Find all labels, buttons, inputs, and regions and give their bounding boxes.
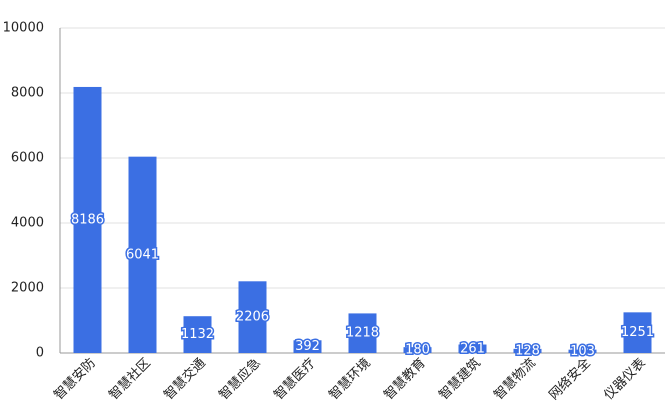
x-tick-label: 智慧教育 <box>381 355 429 403</box>
x-tick-label: 智慧环境 <box>326 355 374 403</box>
value-label: 6041 <box>126 247 159 262</box>
y-tick-label: 2000 <box>11 281 44 296</box>
bar <box>458 344 487 353</box>
x-tick-label: 智慧医疗 <box>271 355 319 403</box>
bar <box>183 316 212 353</box>
y-tick-label: 8000 <box>11 86 44 101</box>
bar <box>128 156 157 353</box>
bar <box>293 340 322 353</box>
value-label: 103 <box>570 344 595 359</box>
x-tick-label: 智慧社区 <box>106 355 154 403</box>
bar <box>348 313 377 353</box>
x-tick-label: 智慧物流 <box>491 355 539 403</box>
y-tick-label: 0 <box>36 346 44 361</box>
x-tick-label: 网络安全 <box>546 355 594 403</box>
value-label: 1251 <box>621 325 654 340</box>
x-tick-label: 智慧应急 <box>216 355 264 403</box>
bar <box>73 86 102 353</box>
value-label: 180 <box>405 343 430 358</box>
value-label: 128 <box>515 343 540 358</box>
value-label: 8186 <box>71 212 104 227</box>
value-label: 392 <box>295 339 320 354</box>
y-tick-label: 6000 <box>11 151 44 166</box>
bar <box>513 348 542 353</box>
x-tick-label: 智慧安防 <box>51 355 99 403</box>
value-label: 2206 <box>236 310 269 325</box>
bar <box>568 349 597 353</box>
bar <box>623 312 652 353</box>
y-tick-label: 4000 <box>11 216 44 231</box>
value-label: 1218 <box>346 326 379 341</box>
x-tick-label: 智慧交通 <box>161 355 209 403</box>
x-tick-label: 智慧建筑 <box>436 355 484 403</box>
bar <box>238 281 267 353</box>
y-tick-label: 10000 <box>3 21 44 36</box>
x-tick-label: 仪器仪表 <box>601 356 648 403</box>
bar <box>403 347 432 353</box>
value-label: 1132 <box>181 327 214 342</box>
value-label: 261 <box>460 341 485 356</box>
